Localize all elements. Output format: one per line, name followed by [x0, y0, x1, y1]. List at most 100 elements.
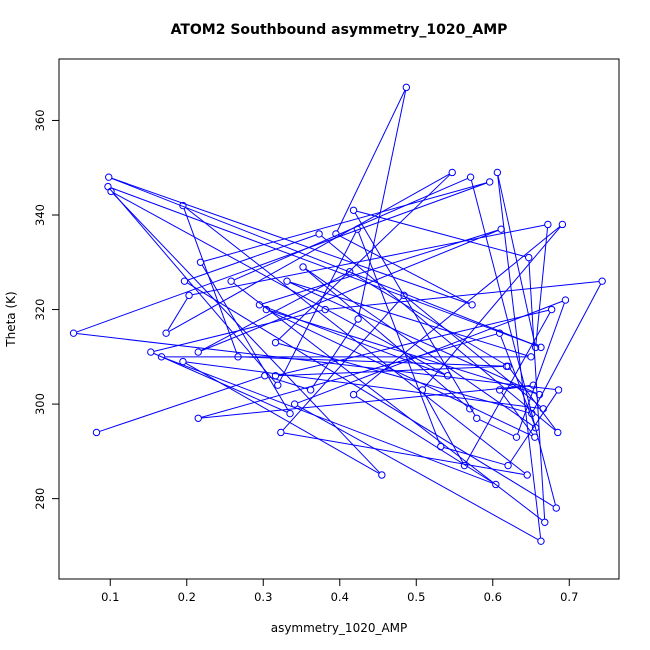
series-segment [112, 193, 380, 474]
data-point [539, 405, 547, 413]
data-point [227, 277, 235, 285]
data-point [537, 343, 545, 352]
data-point [185, 291, 193, 300]
data-point [255, 301, 264, 309]
series-segment [289, 281, 529, 357]
data-point [179, 201, 187, 210]
data-point [552, 504, 560, 512]
data-point [443, 372, 452, 380]
data-point [306, 386, 315, 394]
data-point [504, 461, 512, 470]
series-segment [241, 356, 504, 367]
data-point [194, 414, 202, 422]
series-segment [305, 268, 468, 408]
series-segment [278, 365, 504, 377]
data-point [283, 277, 291, 285]
series-segment [110, 187, 539, 347]
series-segment [355, 226, 561, 394]
series-segment [186, 282, 554, 507]
series-segment [203, 182, 487, 262]
series-lines [76, 90, 602, 541]
data-point [353, 225, 362, 233]
data-point [277, 428, 285, 437]
x-axis-label: asymmetry_1020_AMP [271, 621, 408, 635]
x-tick-label: 0.3 [254, 590, 272, 604]
data-point [315, 230, 323, 238]
data-point [261, 372, 269, 380]
series-points [69, 83, 606, 545]
series-segment [500, 335, 535, 425]
x-tick-label: 0.2 [178, 590, 196, 604]
data-point [561, 296, 570, 304]
y-axis: 280 300 320 340 360 [33, 109, 60, 510]
data-point [531, 433, 539, 441]
data-point [349, 390, 358, 399]
series-segment [356, 210, 526, 258]
data-point [332, 230, 340, 238]
series-segment [187, 234, 317, 281]
series-segment [113, 192, 446, 375]
data-point [437, 442, 445, 451]
data-point [418, 386, 427, 394]
data-point [400, 291, 408, 300]
data-point [598, 277, 606, 285]
series-segment [424, 226, 561, 388]
data-point [544, 220, 552, 229]
series-segment [479, 419, 514, 437]
data-point [529, 381, 538, 389]
series-segment [185, 207, 525, 474]
data-point [346, 268, 354, 276]
data-point [535, 390, 544, 399]
x-tick-label: 0.5 [407, 590, 425, 604]
data-point [104, 182, 112, 191]
series-segment [328, 281, 600, 310]
x-tick-label: 0.7 [560, 590, 578, 604]
series-segment [183, 208, 238, 354]
series-segment [517, 302, 565, 435]
data-point [234, 353, 242, 361]
series-segment [297, 405, 539, 541]
data-point [105, 173, 113, 181]
series-segment [423, 392, 464, 463]
series-segment [168, 173, 450, 333]
data-point [157, 353, 166, 361]
series-segment [305, 268, 534, 427]
data-point [69, 329, 78, 337]
data-point [554, 428, 562, 437]
data-point [473, 414, 481, 422]
data-point [194, 348, 202, 356]
series-segment [277, 174, 451, 341]
data-point [354, 315, 362, 323]
series-segment [355, 395, 494, 484]
series-segment [201, 229, 499, 352]
data-point [271, 372, 280, 380]
series-segment [233, 177, 468, 281]
series-segment [167, 297, 188, 331]
data-point [448, 168, 456, 177]
series-segment [111, 177, 470, 305]
data-point [497, 225, 505, 233]
data-point [554, 386, 563, 394]
series-segment [338, 234, 470, 304]
series-segment [352, 272, 506, 366]
data-point [512, 433, 521, 441]
plot-area-frame [58, 58, 620, 580]
series-segment [289, 282, 537, 394]
data-point [493, 168, 502, 177]
series-segment [535, 227, 549, 345]
data-point [299, 263, 307, 271]
series-segment [509, 392, 558, 464]
series-segment [268, 310, 533, 437]
data-point [537, 537, 545, 545]
y-tick-label: 360 [33, 109, 47, 131]
data-point [466, 173, 475, 181]
data-point [286, 409, 294, 418]
data-point [527, 353, 535, 361]
series-segment [497, 175, 536, 345]
data-point [541, 518, 549, 526]
data-point [162, 329, 170, 337]
data-point [495, 386, 504, 394]
data-point [290, 400, 299, 408]
data-point [495, 329, 504, 337]
